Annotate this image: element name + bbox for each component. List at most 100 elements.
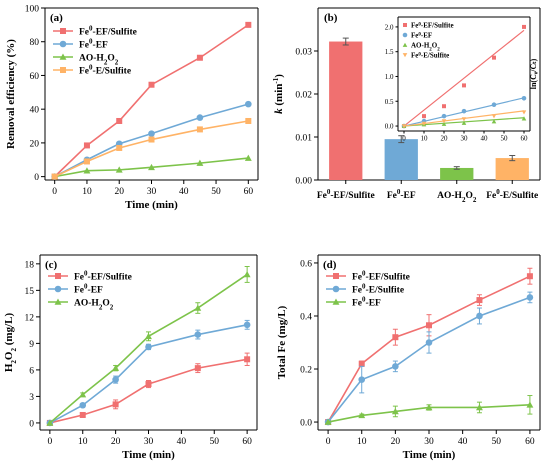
- inset-y-axis-label: ln(C₀/Cₜ): [529, 58, 538, 89]
- x-tick-label: 60: [242, 437, 252, 447]
- panel-label: (c): [45, 259, 58, 271]
- data-point: [194, 365, 201, 372]
- inset-point: [492, 55, 496, 60]
- y-tick-label: 0.6: [300, 259, 312, 269]
- data-point: [83, 167, 91, 174]
- y-tick-label: 1.5: [385, 48, 394, 56]
- inset-point: [401, 124, 407, 129]
- series-line-3: [54, 120, 249, 178]
- legend-marker: [333, 273, 339, 279]
- series-line-0: [54, 24, 249, 178]
- x-tick-label: 40: [177, 437, 187, 447]
- data-point: [148, 163, 155, 171]
- legend-marker: [332, 285, 340, 293]
- x-tick-label: 30: [147, 187, 157, 197]
- data-point: [194, 331, 202, 338]
- y-tick-label: 80: [30, 38, 40, 48]
- inset-point: [421, 121, 427, 126]
- data-point: [245, 21, 252, 28]
- category-label: Fe0-EF/Sulfite: [317, 188, 375, 201]
- data-point: [243, 270, 251, 278]
- series-line-0: [49, 358, 248, 424]
- inset-legend-entry: Fe0-EF/Sulfite: [411, 22, 454, 30]
- inset-point: [462, 83, 466, 88]
- panel-label: (b): [324, 12, 338, 24]
- y-tick-label: 15: [25, 287, 35, 297]
- data-point: [112, 401, 119, 408]
- data-point: [51, 173, 58, 180]
- x-tick-label: 40: [458, 437, 468, 447]
- y-tick-label: 0.02: [295, 91, 312, 101]
- x-axis-label: Time (min): [122, 449, 175, 461]
- data-point: [358, 376, 366, 383]
- x-tick-label: 20: [391, 437, 401, 447]
- inset-legend-marker: [403, 23, 407, 27]
- inset-point: [441, 121, 447, 126]
- legend-entry: Fe0-EF/Sulfite: [74, 270, 132, 283]
- y-axis-label: Total Fe (mg/L): [276, 305, 288, 379]
- y-tick-label: 12: [25, 313, 35, 323]
- inset-point: [422, 114, 426, 119]
- series-line-1: [49, 324, 248, 424]
- inset-point: [521, 110, 527, 115]
- category-label: Fe0-EF: [387, 188, 416, 201]
- data-point: [196, 114, 204, 121]
- inset-point: [521, 95, 527, 101]
- x-tick-label: 50: [211, 187, 221, 197]
- data-point: [83, 142, 90, 149]
- data-point: [245, 117, 252, 124]
- legend-entry: Fe0-E/Sulfite: [352, 283, 404, 296]
- bar: [440, 167, 474, 180]
- y-tick-label: 3: [29, 393, 34, 403]
- inset-point: [441, 113, 447, 119]
- y-tick-label: 9: [29, 340, 34, 350]
- y-tick-label: 0.01: [295, 134, 312, 144]
- y-tick-label: 18: [25, 260, 35, 270]
- data-point: [244, 154, 252, 161]
- legend-marker: [59, 53, 67, 60]
- x-tick-label: 0: [326, 437, 331, 447]
- y-tick-label: 0: [29, 419, 34, 429]
- legend-marker: [60, 28, 66, 34]
- data-point: [116, 117, 123, 124]
- series-line-2: [49, 273, 248, 424]
- y-tick-label: 40: [30, 106, 40, 116]
- x-tick-label: 20: [441, 135, 449, 143]
- data-point: [79, 401, 87, 409]
- data-point: [148, 130, 155, 137]
- x-tick-label: 40: [179, 187, 189, 197]
- x-tick-label: 10: [357, 437, 367, 447]
- data-point: [358, 360, 365, 367]
- y-tick-label: 20: [30, 139, 40, 149]
- chart-panel-d: 0 10 20 30 40 50 600.00.20.40.6Fe0-EF/SulfiteF…: [276, 254, 541, 461]
- x-tick-label: 30: [144, 437, 154, 447]
- legend-marker: [59, 40, 67, 48]
- y-axis-label: H2O2 (mg/L): [3, 313, 18, 373]
- data-point: [476, 297, 483, 304]
- x-tick-label: 10: [78, 437, 88, 447]
- data-point: [244, 356, 251, 363]
- category-label: AO-H2O2: [437, 191, 477, 204]
- y-tick-label: 0.03: [295, 48, 312, 58]
- data-point: [196, 126, 203, 133]
- legend-entry: Fe0-EF/Sulfite: [79, 25, 137, 38]
- x-tick-label: 30: [424, 437, 434, 447]
- inset-point: [442, 104, 446, 109]
- inset-point: [461, 120, 467, 125]
- inset-legend-marker: [402, 53, 408, 58]
- x-tick-label: 0: [47, 437, 52, 447]
- x-tick-label: 20: [114, 187, 124, 197]
- data-point: [392, 334, 399, 341]
- inset-point: [461, 108, 467, 114]
- legend-entry: Fe0-EF: [352, 296, 381, 309]
- legend-entry: AO-H2O2: [79, 54, 119, 67]
- y-tick-label: 0.0: [385, 123, 394, 131]
- legend-marker: [55, 273, 61, 279]
- y-tick-label: 0: [34, 173, 39, 183]
- data-point: [358, 411, 366, 419]
- panel-label: (a): [50, 12, 63, 24]
- inset-legend-marker: [402, 42, 408, 47]
- x-tick-label: 10: [82, 187, 92, 197]
